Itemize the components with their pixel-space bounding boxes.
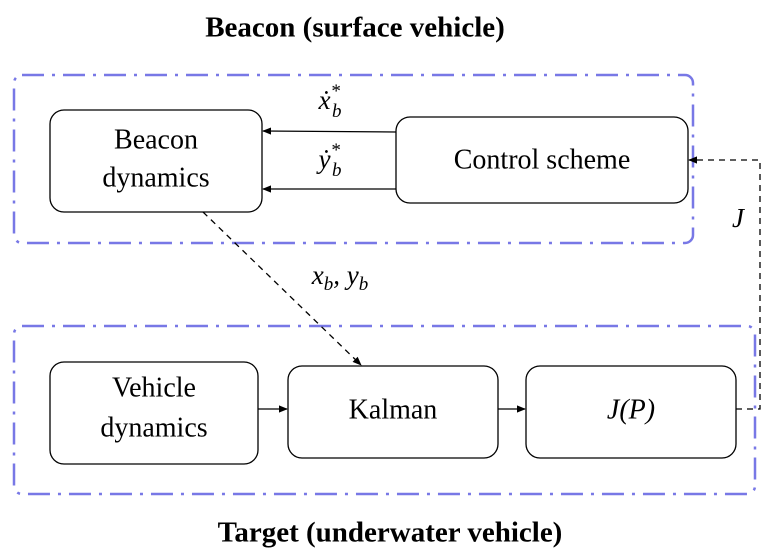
edge-label: ẏ* b (316, 140, 342, 181)
dashed-arrow (202, 211, 362, 366)
node-box (49, 361, 259, 465)
label-part: b (359, 274, 369, 295)
label-part: J (732, 203, 746, 233)
label-part: , (333, 260, 347, 290)
label-part: * (330, 81, 340, 102)
node-label: Vehicle (112, 372, 196, 403)
arrow (262, 127, 397, 135)
node-label: dynamics (102, 162, 209, 193)
edge-label: ẋ* b (318, 81, 342, 122)
node-box (525, 365, 737, 459)
node-box (287, 365, 499, 459)
label-part: x (311, 260, 324, 290)
node-label: J(P) (607, 394, 655, 425)
node-label: Beacon (114, 124, 198, 155)
label-part: b (332, 160, 342, 181)
label-part: b (324, 274, 334, 295)
label-part: ẏ (316, 144, 332, 174)
edge-label: J (732, 203, 746, 233)
label-part: b (332, 101, 342, 122)
label-part: y (344, 260, 359, 290)
label-part: ẋ (318, 85, 331, 115)
node-box (395, 116, 689, 204)
dashed-arrow (688, 156, 761, 410)
group-title: Beacon (surface vehicle) (205, 12, 505, 44)
group-title: Target (underwater vehicle) (218, 517, 563, 549)
node-label: Kalman (349, 394, 438, 425)
node-label: Control scheme (454, 144, 631, 175)
node-box (49, 109, 263, 213)
label-part: * (330, 140, 340, 161)
node-label: dynamics (100, 412, 207, 443)
edge-label: xb, yb (311, 260, 368, 295)
